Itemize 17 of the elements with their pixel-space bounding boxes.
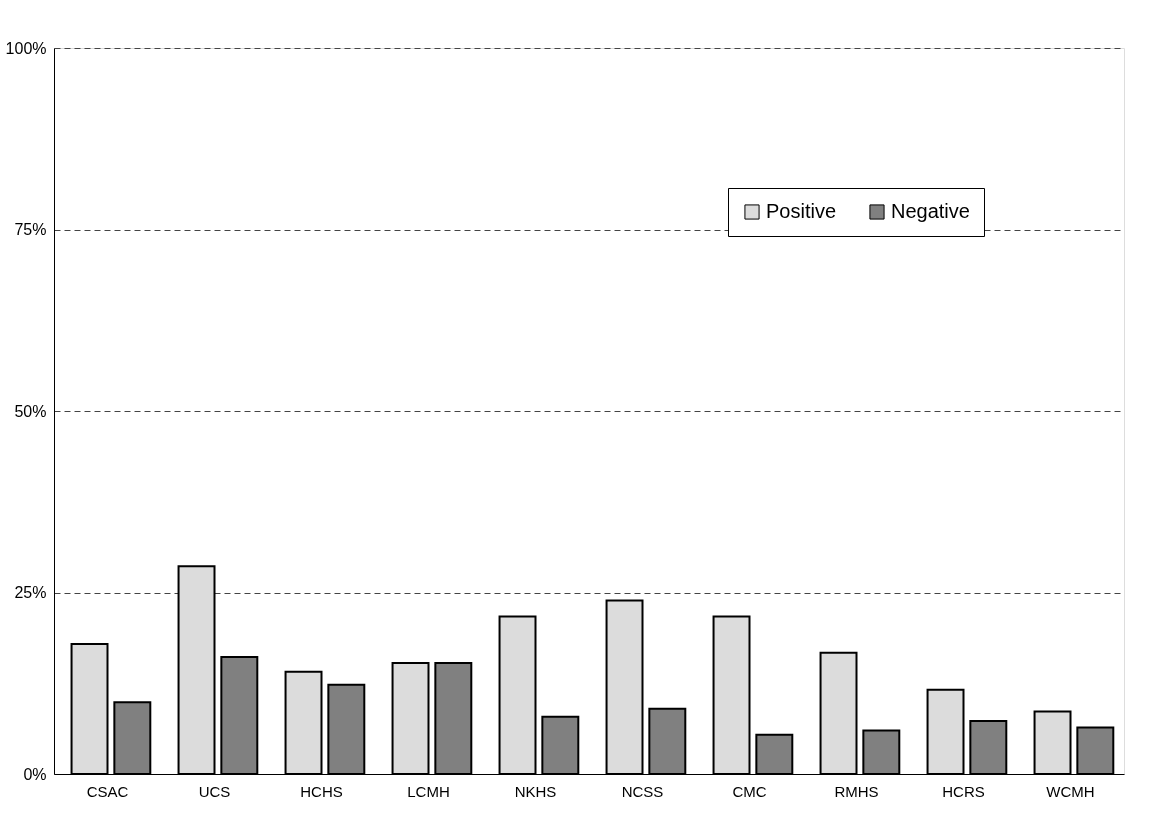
y-tick-label: 50% bbox=[14, 402, 47, 420]
x-tick-label: RMHS bbox=[834, 782, 879, 800]
x-tick-label: UCS bbox=[198, 782, 231, 800]
x-tick-label: CSAC bbox=[86, 782, 129, 800]
y-tick-label: 75% bbox=[14, 221, 47, 238]
x-tick-label: NCSS bbox=[621, 782, 664, 800]
x-tick-label: LCMH bbox=[407, 782, 450, 800]
y-tick-label: 0% bbox=[23, 765, 47, 783]
x-tick-label: HCRS bbox=[942, 782, 985, 800]
y-tick-label: 25% bbox=[14, 584, 47, 601]
x-tick-label: NKHS bbox=[514, 782, 557, 800]
x-tick-label: CMC bbox=[732, 782, 767, 800]
y-tick-label: 100% bbox=[5, 39, 47, 57]
x-tick-label: HCHS bbox=[300, 782, 343, 800]
legend-label: Negative bbox=[891, 200, 970, 222]
x-tick-label: WCMH bbox=[1046, 782, 1095, 800]
legend-label: Positive bbox=[766, 200, 837, 222]
